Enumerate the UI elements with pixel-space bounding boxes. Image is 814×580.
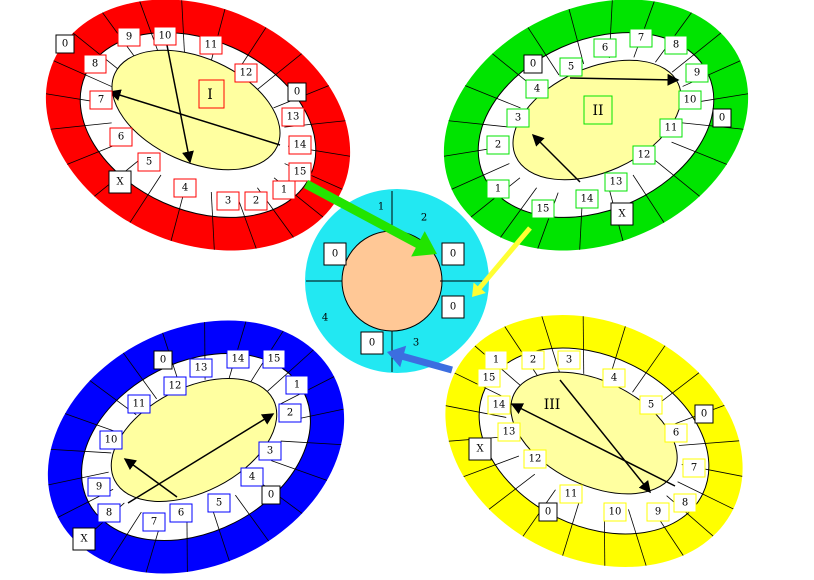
number-box-label: 10 (684, 95, 697, 106)
roman-numeral: II (592, 103, 603, 119)
center-hub: 1 2 3 4 0 0 0 0 (305, 189, 489, 373)
number-box-label: 9 (126, 32, 132, 43)
number-box-label: 9 (96, 482, 102, 493)
number-box-label: 14 (581, 194, 594, 205)
number-box-label: 1 (493, 355, 499, 366)
number-box-label: 4 (611, 373, 617, 384)
number-box-label: 5 (216, 498, 222, 509)
number-box-label: 8 (106, 508, 112, 519)
number-box-label: 10 (609, 507, 622, 518)
x-label: X (618, 209, 626, 220)
x-label: X (476, 444, 484, 455)
number-box-label: 3 (515, 113, 521, 124)
hub-section-label: 2 (421, 213, 427, 224)
number-box-label: 15 (537, 204, 550, 215)
hub-zero-label: 0 (450, 249, 456, 260)
number-box-label: 11 (665, 123, 678, 134)
hub-section-label: 3 (413, 338, 419, 349)
zero-box-label: 0 (62, 39, 68, 50)
number-box-label: 3 (225, 196, 231, 207)
number-box-label: 1 (281, 185, 287, 196)
number-box-label: 6 (178, 508, 184, 519)
number-box-label: 9 (694, 68, 700, 79)
x-label: X (116, 177, 124, 188)
number-box-label: 14 (493, 400, 506, 411)
number-box-label: 8 (682, 498, 688, 509)
number-box-label: 7 (98, 95, 104, 106)
number-box-label: 14 (232, 354, 245, 365)
number-box-label: 15 (483, 373, 496, 384)
number-box-label: 5 (648, 400, 654, 411)
number-box-label: 6 (673, 428, 679, 439)
number-box-label: 2 (253, 196, 259, 207)
number-box-label: 3 (566, 355, 572, 366)
number-box-label: 3 (267, 446, 273, 457)
number-box-label: 8 (673, 40, 679, 51)
number-box-label: 2 (287, 408, 293, 419)
number-box-label: 12 (240, 68, 253, 79)
number-box-label: 7 (151, 517, 157, 528)
number-box-label: 7 (638, 33, 644, 44)
number-box-label: 11 (133, 399, 146, 410)
number-box-label: 13 (610, 177, 623, 188)
number-box-label: 1 (294, 380, 300, 391)
number-box-label: 14 (294, 140, 307, 151)
number-box-label: 12 (529, 454, 542, 465)
lobe-divider (583, 316, 584, 374)
roman-numeral: III (544, 397, 561, 413)
number-box-label: 4 (534, 84, 540, 95)
number-box-label: 13 (287, 112, 300, 123)
zero-box-label: 0 (294, 87, 300, 98)
hub-zero-label: 0 (450, 302, 456, 313)
number-box-label: 2 (530, 355, 536, 366)
number-box-label: 15 (268, 354, 281, 365)
zero-box-label: 0 (268, 490, 274, 501)
number-box-label: 12 (638, 150, 651, 161)
number-box-label: 6 (118, 132, 124, 143)
zero-box-label: 0 (545, 507, 551, 518)
number-box-label: 2 (495, 140, 501, 151)
number-box-label: 4 (249, 472, 255, 483)
number-box-label: 10 (105, 435, 118, 446)
number-box-label: 13 (503, 427, 516, 438)
number-box-label: 5 (568, 62, 574, 73)
zero-box-label: 0 (701, 409, 707, 420)
hub-zero-label: 0 (332, 249, 338, 260)
roman-numeral: I (207, 87, 213, 103)
zero-box-label: 0 (719, 113, 725, 124)
number-box-label: 15 (294, 167, 307, 178)
hub-section-label: 1 (378, 202, 384, 213)
x-label: X (80, 534, 88, 545)
number-box-label: 8 (92, 59, 98, 70)
hub-zero-label: 0 (369, 338, 375, 349)
number-box-label: 7 (691, 463, 697, 474)
number-box-label: 1 (495, 184, 501, 195)
number-box-label: 10 (159, 31, 172, 42)
number-box-label: 4 (182, 183, 188, 194)
number-box-label: 5 (146, 157, 152, 168)
number-box-label: 12 (169, 381, 182, 392)
number-box-label: 11 (205, 40, 218, 51)
zero-box-label: 0 (160, 355, 166, 366)
number-box-label: 13 (195, 363, 208, 374)
hub-section-label: 4 (322, 313, 328, 324)
number-box-label: 6 (602, 43, 608, 54)
number-box-label: 9 (655, 507, 661, 518)
zero-box-label: 0 (530, 59, 536, 70)
number-box-label: 11 (565, 489, 578, 500)
